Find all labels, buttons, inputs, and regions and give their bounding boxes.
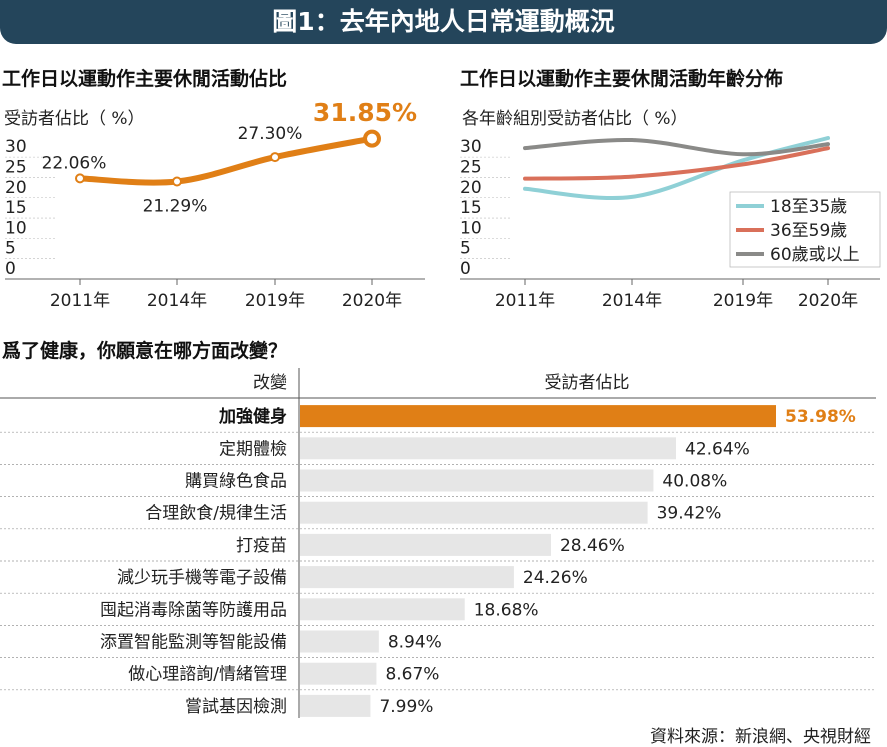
line-chart-data-label: 21.29% xyxy=(143,197,208,217)
bar xyxy=(300,566,514,589)
line-chart-point xyxy=(75,173,85,184)
bar-category-label: 購買綠色食品 xyxy=(185,472,287,492)
bar xyxy=(300,405,776,428)
line-chart-point xyxy=(270,152,280,163)
bar xyxy=(300,694,371,717)
line-chart-ytick-label: 10 xyxy=(5,218,27,238)
line-chart-xtick-label: 2011年 xyxy=(50,291,110,311)
legend-label: 36至59歲 xyxy=(770,221,847,241)
bar-category-label: 做心理諮詢/情緒管理 xyxy=(128,665,287,685)
age-chart-xtick-label: 2019年 xyxy=(713,291,773,311)
source-note: 資料來源：新浪網、央視財經 xyxy=(650,727,871,747)
line-chart-ytick-label: 30 xyxy=(5,137,27,157)
bar-category-label: 減少玩手機等電子設備 xyxy=(117,568,287,588)
age-chart-ytick-label: 20 xyxy=(460,178,482,198)
age-chart-ylabel: 各年齡組別受訪者佔比（ %） xyxy=(462,109,688,129)
age-chart-title: 工作日以運動作主要休閒活動年齡分佈 xyxy=(460,68,784,90)
age-chart-ytick-label: 5 xyxy=(460,239,471,259)
bar-value-label: 18.68% xyxy=(474,600,539,620)
bar-category-label: 定期體檢 xyxy=(219,439,287,459)
legend-label: 60歲或以上 xyxy=(770,245,860,265)
bar-value-label: 42.64% xyxy=(685,439,750,459)
bar xyxy=(300,437,677,460)
bar-value-label: 8.67% xyxy=(385,665,439,685)
bar xyxy=(300,533,551,556)
line-chart-xtick-label: 2020年 xyxy=(342,291,402,311)
bar-category-label: 加強健身 xyxy=(218,406,287,427)
line-chart-point xyxy=(172,176,182,187)
banner-title: 圖1：去年內地人日常運動概況 xyxy=(272,7,615,36)
line-chart-xtick-label: 2019年 xyxy=(245,291,305,311)
line-chart-data-label: 27.30% xyxy=(238,124,303,144)
line-chart-ytick-label: 5 xyxy=(5,239,16,259)
bar xyxy=(300,598,465,621)
bar-category-label: 合理飲食/規律生活 xyxy=(145,504,287,524)
bar-value-label: 7.99% xyxy=(379,697,433,717)
line-chart-data-label: 22.06% xyxy=(42,153,107,173)
line-chart-series xyxy=(77,135,375,186)
age-chart-xtick-label: 2014年 xyxy=(602,291,662,311)
age-chart-xtick-label: 2020年 xyxy=(798,291,858,311)
bar-category-label: 囤起消毒除菌等防護用品 xyxy=(100,600,287,620)
bar-chart-col-left: 改變 xyxy=(253,373,287,393)
bar xyxy=(300,630,379,653)
bar xyxy=(300,501,648,524)
age-chart-xtick-label: 2011年 xyxy=(495,291,555,311)
bar-value-label: 53.98% xyxy=(785,407,856,427)
age-chart-ytick-label: 25 xyxy=(460,157,482,177)
bar-category-label: 嘗試基因檢測 xyxy=(185,697,287,717)
line-chart-ytick-label: 20 xyxy=(5,178,27,198)
line-chart-highlight-point xyxy=(363,129,381,148)
age-chart-ytick-label: 10 xyxy=(460,218,482,238)
line-chart-ytick-label: 0 xyxy=(5,259,16,279)
legend-label: 18至35歲 xyxy=(770,197,847,217)
bar-category-label: 打疫苗 xyxy=(236,536,287,556)
line-chart-ylabel: 受訪者佔比（ %） xyxy=(4,109,145,129)
age-chart-ytick-label: 30 xyxy=(460,137,482,157)
bar xyxy=(300,469,654,492)
bar-category-label: 添置智能監測等智能設備 xyxy=(100,633,287,653)
age-series-line xyxy=(523,136,830,201)
line-chart-ytick-label: 15 xyxy=(5,198,27,218)
line-chart-highlight-label: 31.85% xyxy=(313,98,417,127)
line-chart-title: 工作日以運動作主要休閒活動佔比 xyxy=(2,68,288,90)
bar-value-label: 24.26% xyxy=(523,568,588,588)
bar-value-label: 40.08% xyxy=(662,472,727,492)
bar xyxy=(300,662,377,685)
bar-value-label: 39.42% xyxy=(657,504,722,524)
age-chart-ytick-label: 15 xyxy=(460,198,482,218)
age-chart-ytick-label: 0 xyxy=(460,259,471,279)
infographic-banner: 圖1：去年內地人日常運動概況 xyxy=(0,0,887,44)
survey-title: 爲了健康，你願意在哪方面改變？ xyxy=(2,340,288,362)
bar-value-label: 28.46% xyxy=(560,536,625,556)
bar-value-label: 8.94% xyxy=(388,633,442,653)
age-series-line xyxy=(523,137,830,157)
line-chart-ytick-label: 25 xyxy=(5,157,27,177)
line-chart-xtick-label: 2014年 xyxy=(147,291,207,311)
bar-chart-col-right: 受訪者佔比 xyxy=(545,373,630,393)
age-series-line xyxy=(523,146,830,181)
